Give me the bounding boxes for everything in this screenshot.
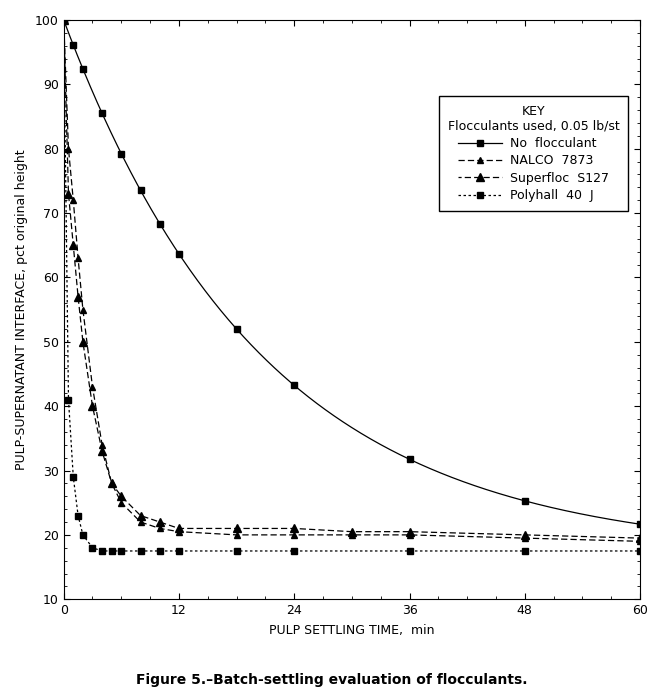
Legend: No  flocculant, NALCO  7873, Superfloc  S127, Polyhall  40  J: No flocculant, NALCO 7873, Superfloc S12… — [439, 96, 628, 210]
Text: Figure 5.–Batch-settling evaluation of flocculants.: Figure 5.–Batch-settling evaluation of f… — [136, 673, 527, 687]
X-axis label: PULP SETTLING TIME,  min: PULP SETTLING TIME, min — [269, 624, 435, 637]
Y-axis label: PULP-SUPERNATANT INTERFACE, pct original height: PULP-SUPERNATANT INTERFACE, pct original… — [15, 149, 28, 470]
